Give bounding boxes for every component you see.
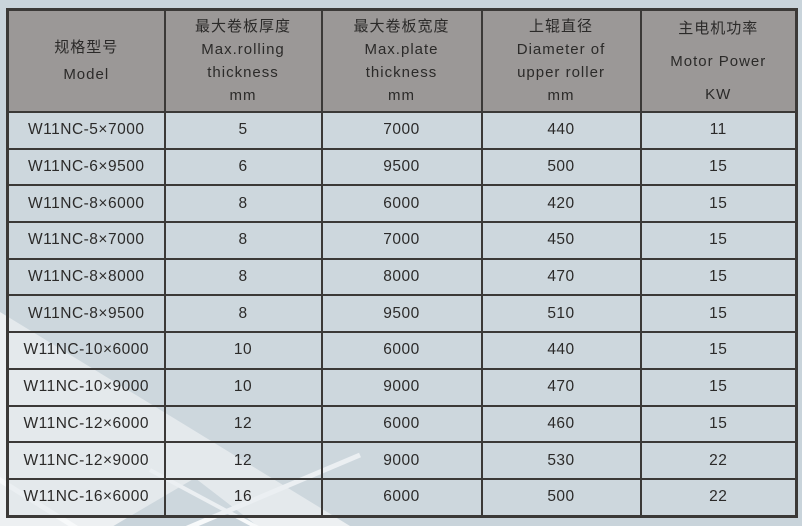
table-row: W11NC-5×7000 5 7000 440 11 <box>6 111 798 150</box>
value-cell: 6000 <box>320 404 483 444</box>
header-line: Max.plate <box>364 41 439 58</box>
value-cell: 8 <box>163 257 323 297</box>
table-row: W11NC-16×6000 16 6000 500 22 <box>6 477 798 518</box>
value-cell: 7000 <box>320 221 483 260</box>
table-row: W11NC-10×6000 10 6000 440 15 <box>6 331 798 370</box>
model-cell: W11NC-8×8000 <box>6 257 166 297</box>
value-cell: 6000 <box>320 331 483 370</box>
header-line: 最大卷板宽度 <box>353 18 450 35</box>
value-cell: 8000 <box>320 257 483 297</box>
column-header-lines: 最大卷板厚度 Max.rolling thickness mm <box>166 15 321 107</box>
value-cell: 22 <box>639 441 798 480</box>
value-cell: 440 <box>480 331 642 370</box>
value-cell: 510 <box>480 294 642 334</box>
model-cell: W11NC-8×6000 <box>6 184 166 224</box>
header-line: thickness <box>365 64 438 81</box>
value-cell: 15 <box>639 184 798 224</box>
header-line: mm <box>547 87 575 104</box>
value-cell: 420 <box>480 184 642 224</box>
header-line: 最大卷板厚度 <box>194 18 291 35</box>
column-header-lines: 最大卷板宽度 Max.plate thickness mm <box>323 15 481 107</box>
value-cell: 6 <box>163 147 323 187</box>
column-header-lines: 规格型号 Model <box>9 34 164 88</box>
value-cell: 9000 <box>320 367 483 407</box>
value-cell: 440 <box>480 111 642 150</box>
model-cell: W11NC-8×9500 <box>6 294 166 334</box>
value-cell: 12 <box>163 441 323 480</box>
value-cell: 15 <box>639 257 798 297</box>
value-cell: 5 <box>163 111 323 150</box>
header-line: mm <box>388 87 415 104</box>
column-header-max_roll_thickness: 最大卷板厚度 Max.rolling thickness mm <box>163 8 323 113</box>
value-cell: 450 <box>480 221 642 260</box>
table-row: W11NC-8×7000 8 7000 450 15 <box>6 221 798 260</box>
column-header-lines: 主电机功率 Motor Power KW <box>642 12 796 111</box>
value-cell: 10 <box>163 331 323 370</box>
table-row: W11NC-12×9000 12 9000 530 22 <box>6 441 798 480</box>
value-cell: 15 <box>639 147 798 187</box>
column-header-max_plate_width: 最大卷板宽度 Max.plate thickness mm <box>320 8 483 113</box>
model-cell: W11NC-12×6000 <box>6 404 166 444</box>
value-cell: 15 <box>639 294 798 334</box>
header-line: thickness <box>207 64 279 81</box>
table-row: W11NC-8×6000 8 6000 420 15 <box>6 184 798 224</box>
table-row: W11NC-12×6000 12 6000 460 15 <box>6 404 798 444</box>
value-cell: 10 <box>163 367 323 407</box>
value-cell: 6000 <box>320 184 483 224</box>
value-cell: 12 <box>163 404 323 444</box>
model-cell: W11NC-6×9500 <box>6 147 166 187</box>
value-cell: 470 <box>480 367 642 407</box>
column-header-lines: 上辊直径 Diameter of upper roller mm <box>483 15 640 107</box>
model-cell: W11NC-8×7000 <box>6 221 166 260</box>
value-cell: 530 <box>480 441 642 480</box>
column-header-model: 规格型号 Model <box>6 8 166 113</box>
value-cell: 8 <box>163 184 323 224</box>
value-cell: 15 <box>639 367 798 407</box>
value-cell: 460 <box>480 404 642 444</box>
model-cell: W11NC-5×7000 <box>6 111 166 150</box>
value-cell: 8 <box>163 221 323 260</box>
table-header-row: 规格型号 Model 最大卷板厚度 Max.rolling thickness mm 最大卷… <box>6 8 798 113</box>
value-cell: 22 <box>639 477 798 518</box>
value-cell: 9500 <box>320 294 483 334</box>
value-cell: 500 <box>480 147 642 187</box>
column-header-upper_roller_dia: 上辊直径 Diameter of upper roller mm <box>480 8 642 113</box>
table-row: W11NC-8×9500 8 9500 510 15 <box>6 294 798 334</box>
header-line: KW <box>705 85 732 103</box>
specification-table: 规格型号 Model 最大卷板厚度 Max.rolling thickness mm 最大卷… <box>6 8 798 518</box>
value-cell: 15 <box>639 221 798 260</box>
header-line: mm <box>229 87 257 104</box>
model-cell: W11NC-10×6000 <box>6 331 166 370</box>
model-cell: W11NC-12×9000 <box>6 441 166 480</box>
table-row: W11NC-10×9000 10 9000 470 15 <box>6 367 798 407</box>
header-line: 主电机功率 <box>678 19 759 37</box>
value-cell: 470 <box>480 257 642 297</box>
table-row: W11NC-6×9500 6 9500 500 15 <box>6 147 798 187</box>
model-cell: W11NC-10×9000 <box>6 367 166 407</box>
header-line: Max.rolling <box>201 41 285 58</box>
value-cell: 16 <box>163 477 323 518</box>
header-line: Motor Power <box>670 52 767 70</box>
model-cell: W11NC-16×6000 <box>6 477 166 518</box>
value-cell: 15 <box>639 331 798 370</box>
value-cell: 9000 <box>320 441 483 480</box>
value-cell: 6000 <box>320 477 483 518</box>
header-line: 规格型号 <box>54 39 119 56</box>
value-cell: 7000 <box>320 111 483 150</box>
header-line: Diameter of <box>516 41 606 58</box>
value-cell: 8 <box>163 294 323 334</box>
header-line: upper roller <box>517 64 605 81</box>
table-row: W11NC-8×8000 8 8000 470 15 <box>6 257 798 297</box>
value-cell: 15 <box>639 404 798 444</box>
value-cell: 11 <box>639 111 798 150</box>
header-line: 上辊直径 <box>528 18 593 35</box>
value-cell: 9500 <box>320 147 483 187</box>
value-cell: 500 <box>480 477 642 518</box>
column-header-motor_power: 主电机功率 Motor Power KW <box>639 8 798 113</box>
header-line: Model <box>63 66 110 83</box>
